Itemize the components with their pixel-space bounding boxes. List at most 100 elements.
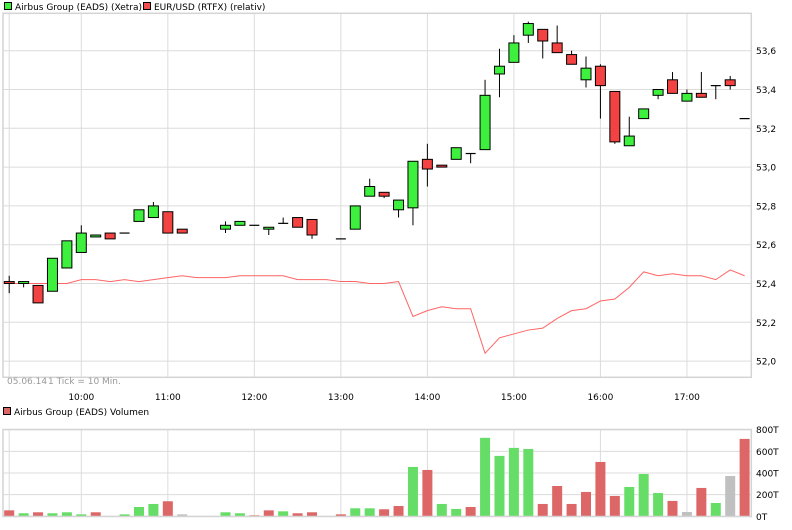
eurusd-line-layer [9, 269, 745, 355]
candle-body [104, 232, 116, 240]
y-tick-label: 53,6 [756, 47, 776, 57]
volume-bar [162, 501, 173, 517]
candle [508, 35, 520, 63]
candle-body [421, 158, 433, 170]
candle-body [580, 67, 592, 81]
candle-body [508, 42, 520, 63]
volume-bar [725, 476, 736, 517]
eurusd-line [9, 269, 745, 355]
volume-bar [508, 447, 519, 517]
volume-bar [220, 512, 231, 517]
legend-label-eurusd: EUR/USD (RTFX) (relativ) [154, 3, 265, 13]
volume-bar [710, 502, 721, 517]
volume-bar [307, 512, 318, 517]
volume-bar [407, 466, 418, 517]
legend-label-volume: Airbus Group (EADS) Volumen [14, 408, 149, 418]
volume-bar [47, 513, 58, 517]
candle-body [61, 240, 73, 269]
volume-bar [393, 506, 404, 517]
volume-bar [609, 495, 620, 517]
candle-body [147, 205, 159, 219]
volume-bar [90, 512, 101, 517]
x-tick-label: 15:00 [501, 393, 527, 403]
volume-tick-label: 200T [756, 491, 779, 501]
y-tick-label: 52,0 [756, 358, 776, 368]
candle-body [32, 284, 44, 304]
candle-body [609, 90, 621, 143]
x-tick-label: 10:00 [68, 393, 94, 403]
candle [263, 226, 275, 235]
candle [594, 64, 606, 119]
candle [638, 108, 650, 120]
candle [18, 281, 30, 288]
candle [364, 178, 376, 197]
candle-body [349, 205, 361, 230]
candle [278, 217, 289, 224]
candle-body [378, 191, 390, 197]
candle-body [493, 65, 505, 75]
candle [710, 85, 721, 100]
candle [681, 89, 693, 102]
y-tick-label: 52,4 [756, 280, 776, 290]
volume-bar [33, 512, 44, 517]
volume-bar [350, 508, 361, 517]
price-axis: 53,6 53,4 53,2 53,0 52,8 52,6 52,4 52,2 52,0 [756, 47, 776, 367]
candle [32, 284, 44, 304]
candle [479, 79, 491, 151]
candle-body [724, 79, 736, 87]
candle-body [176, 228, 188, 234]
volume-bar [234, 513, 245, 517]
volume-bar [465, 506, 476, 517]
volume-bar [133, 506, 144, 517]
candle-body [594, 65, 606, 87]
candle [436, 164, 448, 168]
candle [46, 257, 58, 292]
candle [493, 48, 505, 98]
candle-body [551, 42, 563, 54]
candle [162, 211, 174, 234]
candle-body [667, 79, 679, 94]
candle [652, 89, 664, 100]
volume-bar [638, 473, 649, 517]
volume-bar [624, 486, 635, 517]
y-tick-label: 52,2 [756, 319, 776, 329]
candle [393, 199, 405, 218]
candle [724, 75, 736, 90]
candle [176, 228, 188, 234]
main-gridlines [3, 13, 752, 377]
footer-date: 05.06.14 [7, 377, 47, 387]
candle [551, 25, 563, 54]
volume-bar [422, 469, 433, 517]
volume-bar [76, 514, 87, 517]
volume-bar [681, 511, 692, 517]
legend-label-airbus: Airbus Group (EADS) (Xetra) [15, 3, 142, 13]
volume-bar [436, 503, 447, 517]
volume-bar [581, 491, 591, 517]
candle [104, 232, 116, 240]
volume-bar [667, 500, 678, 517]
volume-tick-label: 800T [756, 426, 779, 436]
volume-bar [696, 487, 707, 517]
candle-body [220, 224, 231, 230]
candle-body [537, 28, 549, 42]
candle [75, 225, 87, 253]
candle-body [263, 226, 275, 230]
legend-swatch-eurusd [143, 2, 151, 10]
volume-bar [4, 510, 15, 517]
y-tick-label: 53,4 [756, 86, 776, 96]
volume-axis: 800T 600T 400T 200T 0T [756, 426, 779, 523]
footer-tick-info: 1 Tick = 10 Min. [48, 377, 121, 387]
candles-layer [3, 21, 750, 304]
candle-body [393, 199, 405, 211]
candle [292, 217, 304, 228]
legend-swatch-airbus [4, 2, 12, 10]
x-tick-label: 11:00 [155, 393, 181, 403]
candle-body [162, 211, 174, 234]
candle-body [652, 89, 664, 96]
candle-body [479, 94, 491, 151]
x-tick-label: 12:00 [241, 393, 267, 403]
candle [349, 205, 361, 230]
candle [421, 143, 433, 187]
y-tick-label: 53,2 [756, 125, 776, 135]
legend-swatch-volume [3, 407, 11, 415]
